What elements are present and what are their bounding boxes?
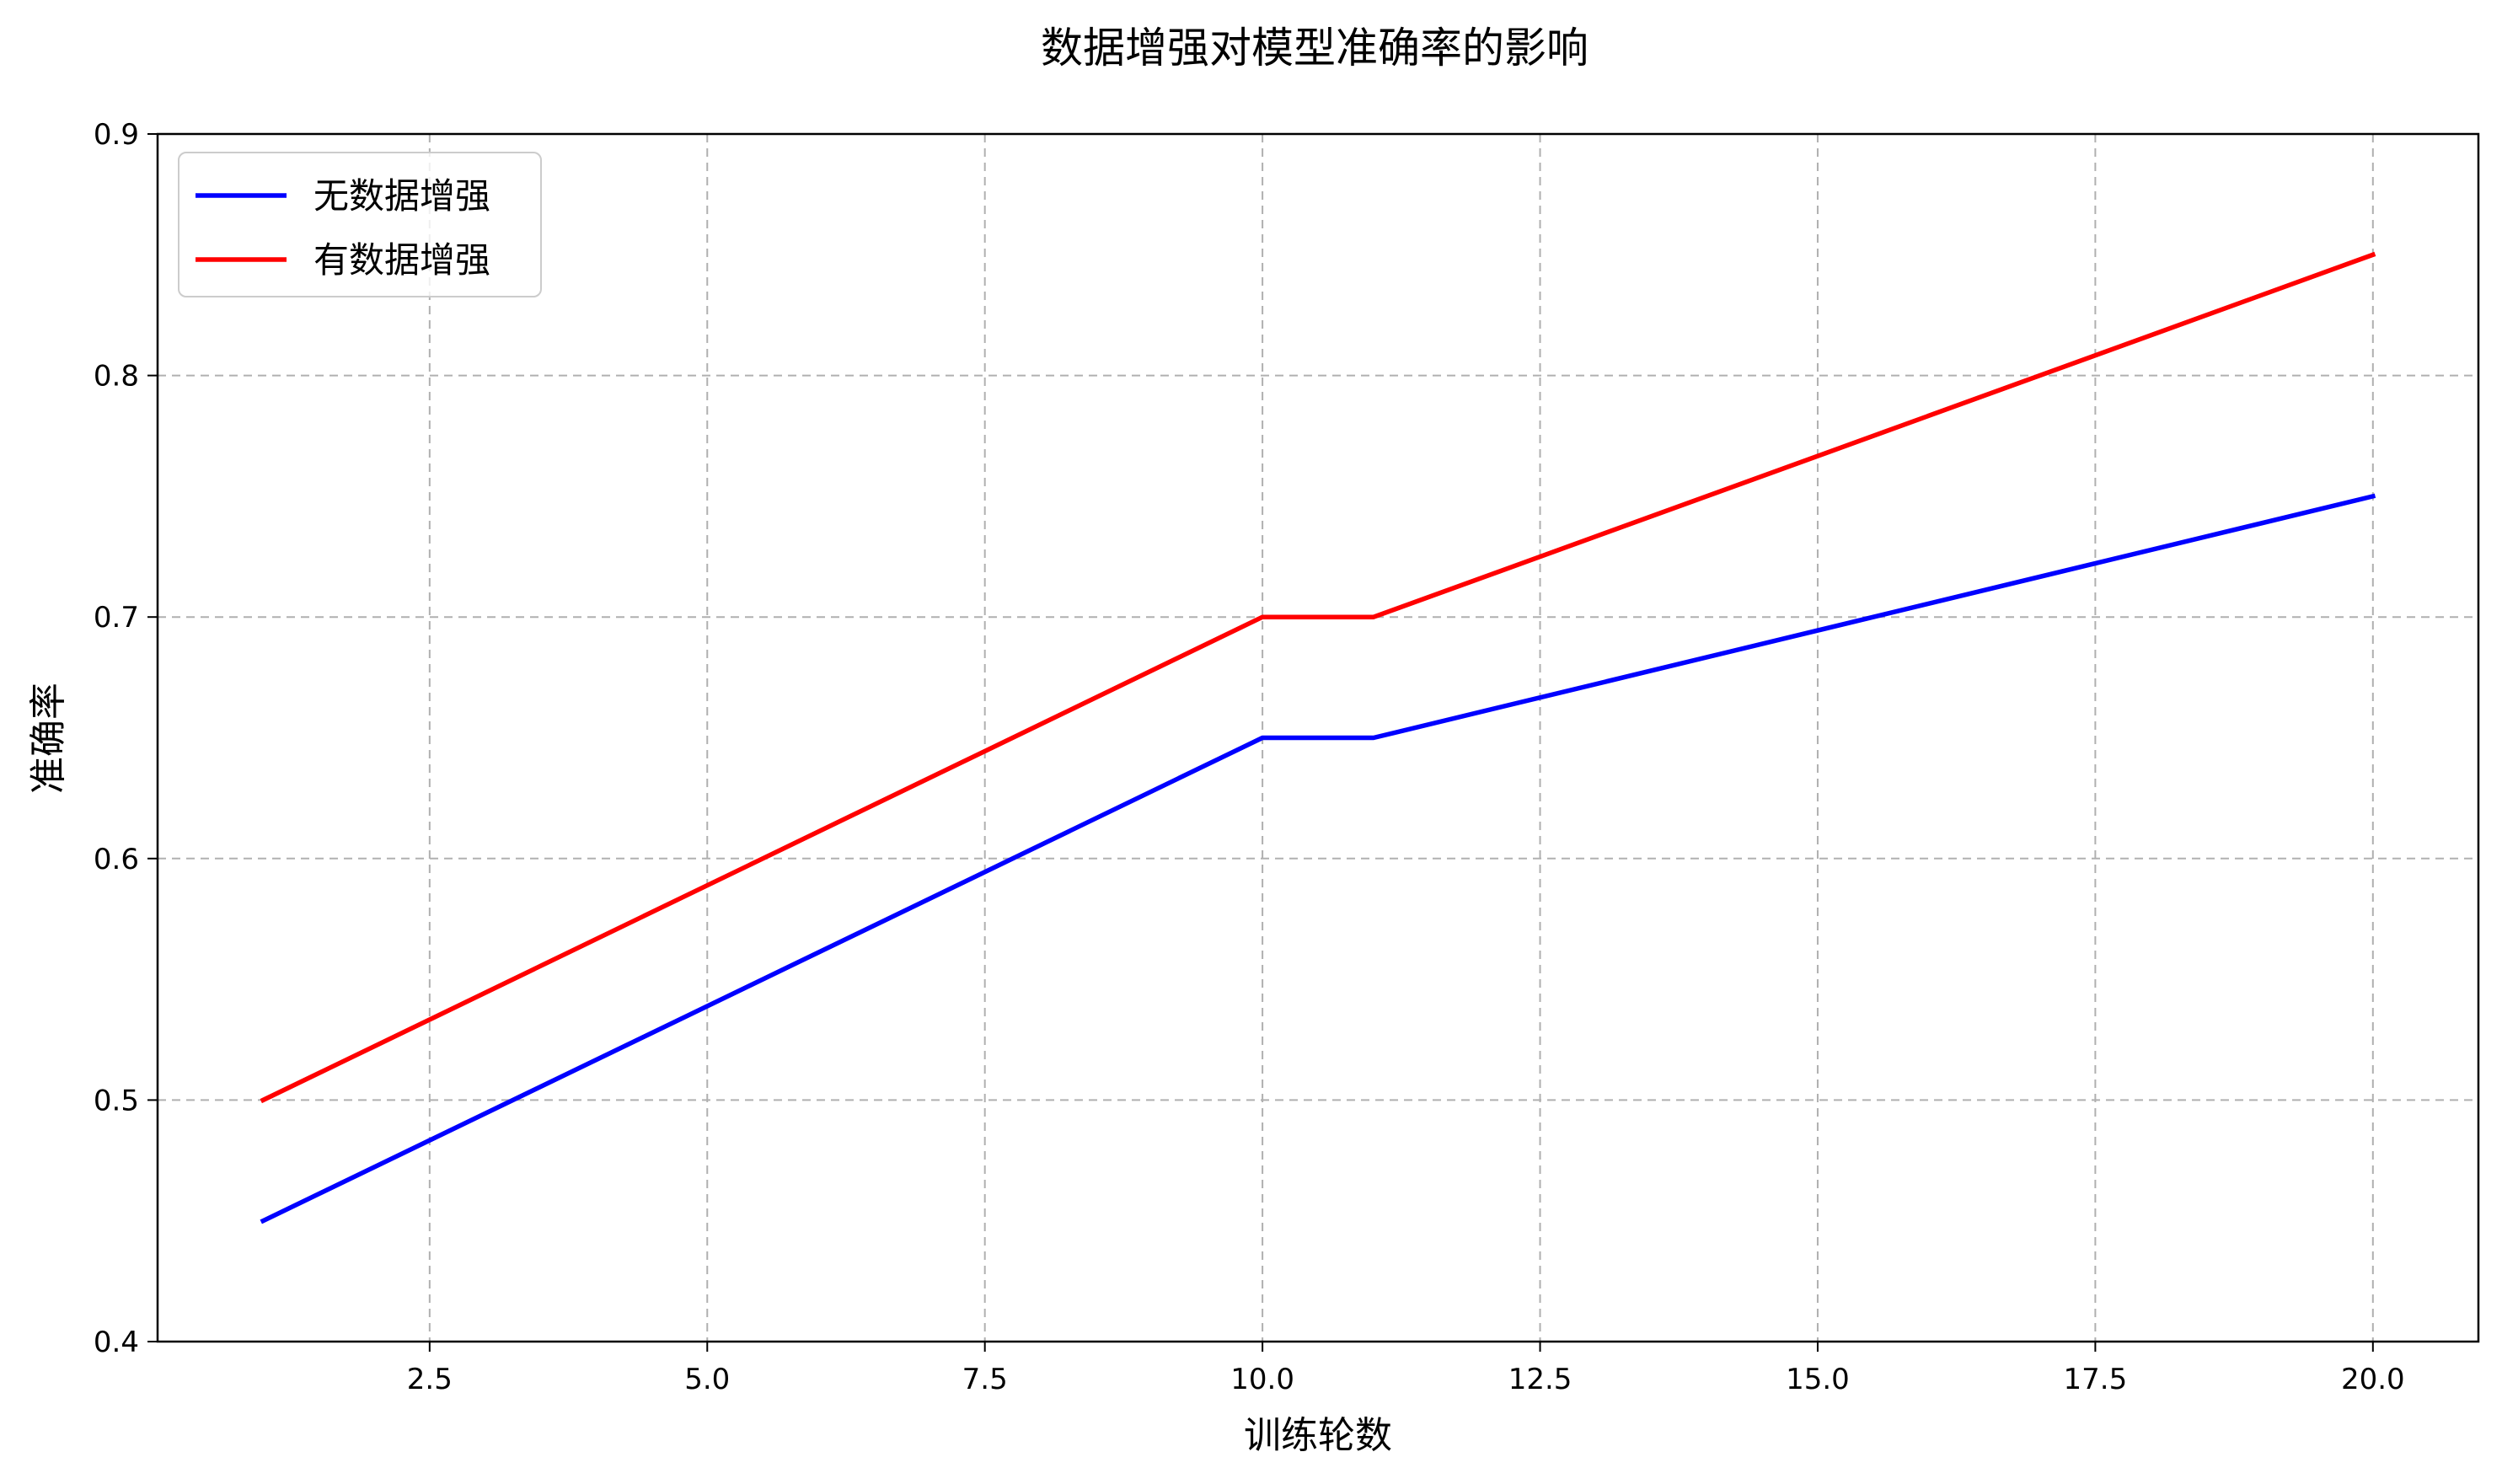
y-tick-label: 0.5 — [94, 1084, 139, 1117]
x-axis-label: 训练轮数 — [1244, 1414, 1392, 1457]
y-tick-label: 0.7 — [94, 601, 139, 635]
series-line-2 — [260, 251, 2376, 1104]
x-tick-label: 20.0 — [2341, 1363, 2405, 1396]
series-line-1 — [260, 493, 2376, 1224]
x-tick-label: 15.0 — [1786, 1363, 1850, 1396]
plot-frame — [156, 132, 2480, 1343]
y-tick-label: 0.4 — [94, 1326, 139, 1359]
series-layer — [260, 251, 2376, 1224]
y-tick-label: 0.9 — [94, 118, 139, 152]
y-tick-label: 0.6 — [94, 843, 139, 876]
x-tick-label: 12.5 — [1508, 1363, 1572, 1396]
ticks-layer: 2.5 5.0 7.5 10.0 12.5 15.0 17.5 20.0 0.4 0.5 0.6 0.… — [94, 118, 2405, 1396]
legend-label-1: 无数据增强 — [313, 175, 490, 217]
x-tick-label: 17.5 — [2064, 1363, 2128, 1396]
legend-label-2: 有数据增强 — [313, 239, 490, 281]
y-tick-label: 0.8 — [94, 360, 139, 394]
x-tick-label: 10.0 — [1230, 1363, 1294, 1396]
x-tick-label: 5.0 — [684, 1363, 730, 1396]
x-tick-label: 2.5 — [407, 1363, 453, 1396]
grid-layer — [158, 134, 2478, 1342]
y-axis-label: 准确率 — [27, 683, 70, 794]
chart-title: 数据增强对模型准确率的影响 — [1041, 24, 1589, 72]
x-tick-label: 7.5 — [962, 1363, 1008, 1396]
